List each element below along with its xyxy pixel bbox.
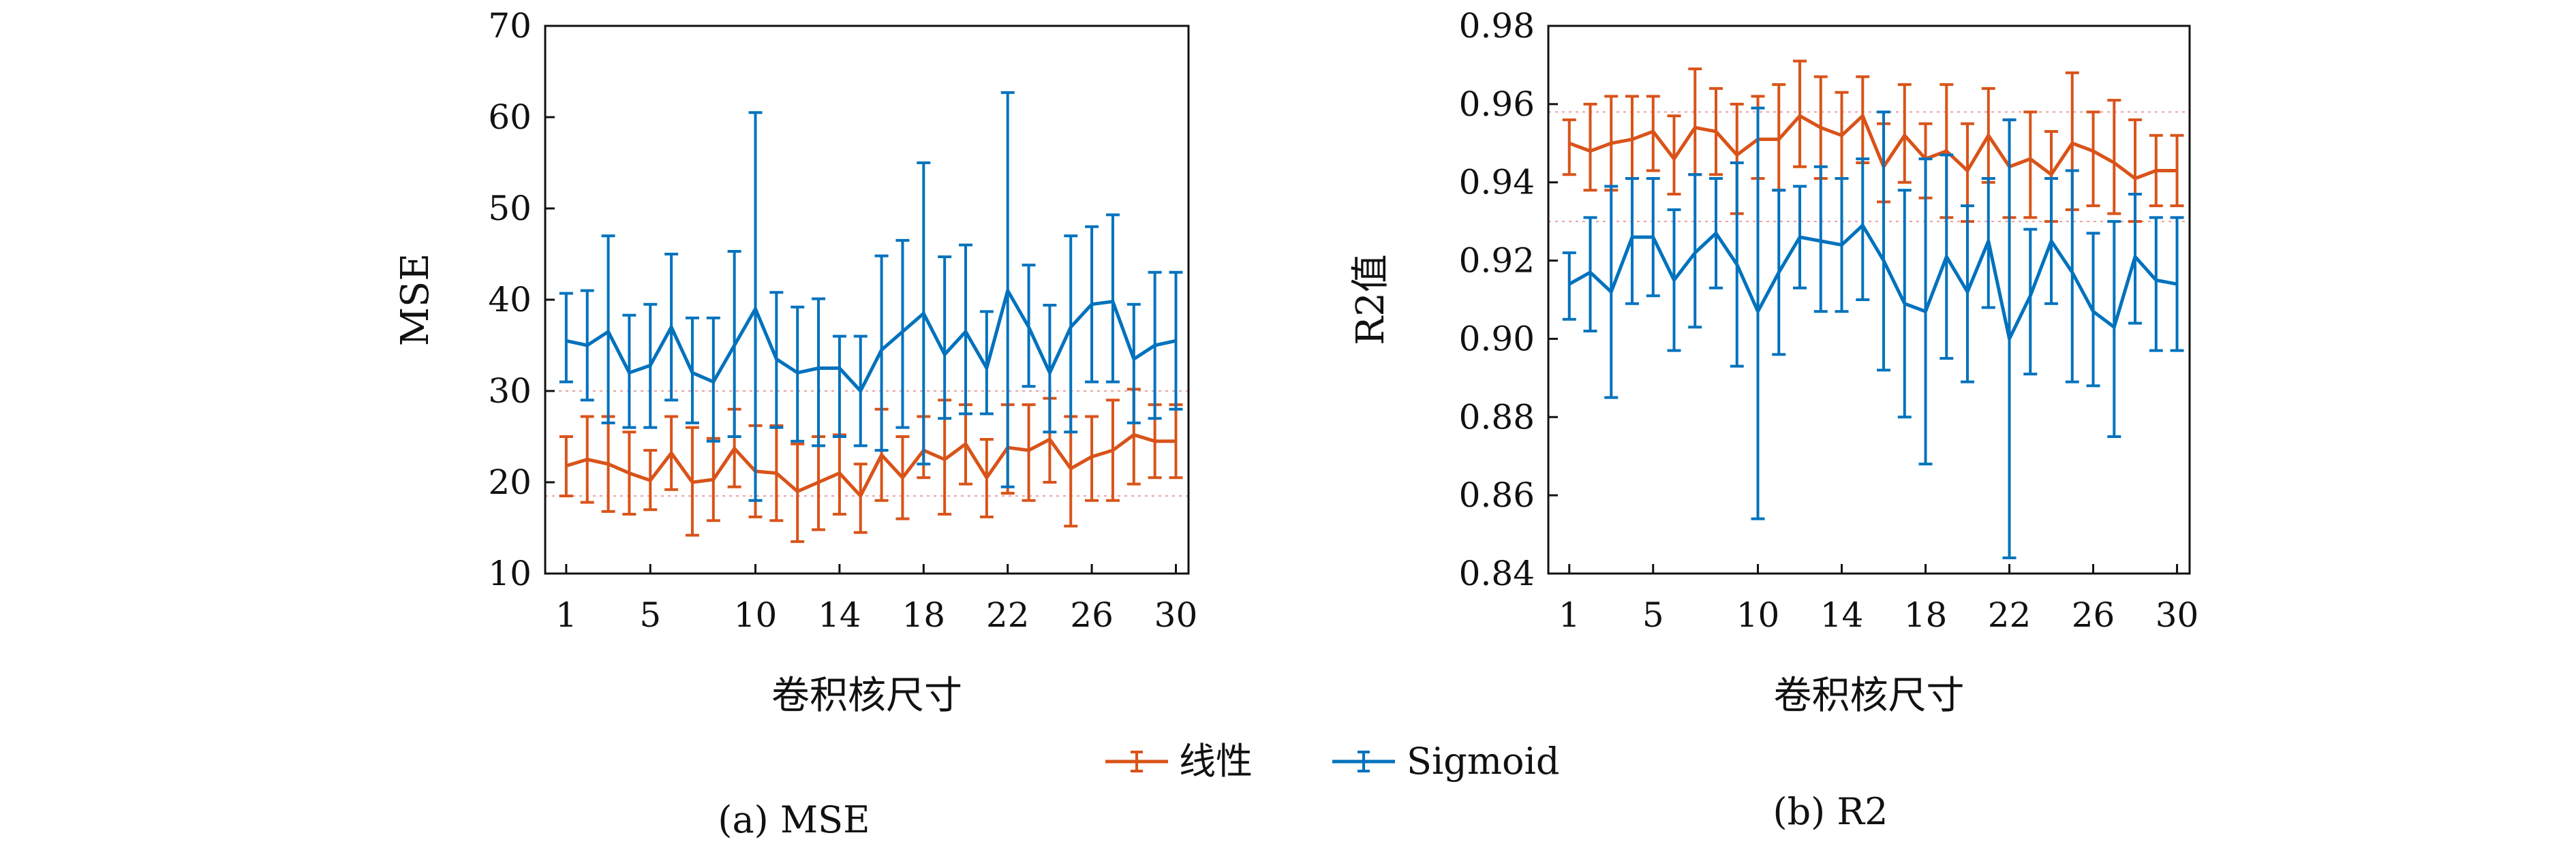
mse-x-tick-label: 18 — [902, 595, 945, 635]
legend-item-linear: 线性 — [1105, 740, 1253, 783]
r2-y-axis-label: R2值 — [1349, 254, 1393, 345]
legend: 线性 Sigmoid — [1105, 740, 1559, 783]
r2-x-tick-label: 22 — [1988, 595, 2031, 635]
mse-y-tick-label: 60 — [488, 97, 532, 137]
legend-item-sigmoid: Sigmoid — [1332, 740, 1559, 783]
series-line — [1568, 223, 2178, 341]
r2-x-axis-label: 卷积核尺寸 — [1774, 674, 1965, 718]
r2-y-tick-label: 0.90 — [1459, 319, 1535, 358]
r2-y-tick-label: 0.96 — [1459, 84, 1535, 124]
series-line — [566, 433, 1176, 498]
legend-label-linear: 线性 — [1179, 740, 1253, 783]
r2-y-tick-label: 0.84 — [1459, 554, 1535, 593]
r2-panel: 0.84 0.86 0.88 0.90 0.92 0.94 0.96 0.98 1 5 10 14 18… — [1349, 6, 2198, 718]
caption-r2: (b) R2 — [1773, 790, 1888, 833]
r2-x-tick-label: 5 — [1642, 595, 1664, 635]
mse-x-tick-label: 1 — [555, 595, 577, 635]
r2-x-tick-label: 1 — [1559, 595, 1580, 635]
r2-y-tick-label: 0.92 — [1459, 241, 1535, 281]
mse-y-tick-label: 10 — [488, 554, 532, 593]
mse-series-linear — [559, 388, 1183, 544]
r2-x-tick-label: 18 — [1904, 595, 1948, 635]
r2-plot-frame — [1547, 25, 2191, 575]
r2-x-tick-label: 10 — [1736, 595, 1780, 635]
r2-y-tick-label: 0.94 — [1459, 163, 1535, 202]
legend-marker-linear — [1105, 751, 1168, 772]
legend-marker-sigmoid — [1332, 751, 1395, 772]
mse-x-tick-label: 10 — [734, 595, 778, 635]
r2-x-tick-label: 26 — [2072, 595, 2115, 635]
mse-x-tick-label: 30 — [1154, 595, 1198, 635]
mse-y-axis-label: MSE — [393, 253, 438, 347]
mse-x-axis-label: 卷积核尺寸 — [771, 674, 962, 718]
mse-y-tick-label: 40 — [488, 280, 532, 319]
mse-x-tick-label: 5 — [639, 595, 661, 635]
mse-series-sigmoid — [559, 91, 1183, 502]
mse-x-tick-label: 26 — [1070, 595, 1114, 635]
mse-panel: 10 20 30 40 50 60 70 1 5 10 14 18 22 26 30 卷积核尺寸 MSE — [393, 6, 1197, 718]
series-line — [1568, 114, 2177, 181]
mse-y-tick-label: 30 — [488, 371, 532, 411]
r2-y-tick-label: 0.88 — [1459, 397, 1535, 437]
mse-y-tick-label: 20 — [488, 463, 532, 502]
r2-x-tick-label: 14 — [1820, 595, 1864, 635]
mse-x-tick-label: 14 — [818, 595, 861, 635]
series-line — [566, 289, 1177, 393]
r2-y-tick-label: 0.86 — [1459, 475, 1535, 515]
caption-mse: (a) MSE — [718, 798, 870, 841]
r2-series-sigmoid — [1562, 106, 2184, 560]
r2-x-tick-label: 30 — [2156, 595, 2199, 635]
legend-label-sigmoid: Sigmoid — [1407, 740, 1559, 783]
mse-y-tick-label: 50 — [488, 189, 532, 228]
mse-y-tick-label: 70 — [488, 6, 532, 46]
mse-x-tick-label: 22 — [986, 595, 1030, 635]
r2-series-linear — [1562, 59, 2184, 223]
r2-y-tick-label: 0.98 — [1459, 6, 1535, 46]
